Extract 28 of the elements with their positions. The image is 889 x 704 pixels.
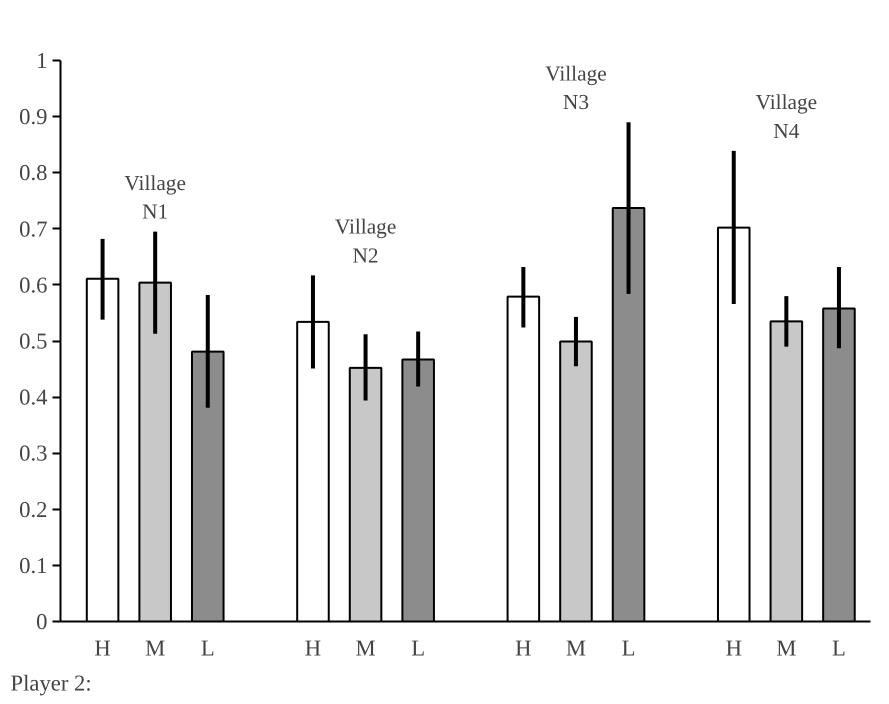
y-tick-label: 0.5: [19, 328, 48, 354]
x-tick-label: L: [411, 636, 426, 660]
annotation: Village N2: [334, 214, 396, 268]
y-tick-label: 0.3: [19, 440, 48, 466]
y-tick-label: 1: [36, 48, 48, 73]
x-tick-label: L: [622, 636, 636, 660]
x-axis-title: Player 2:: [10, 670, 92, 696]
annotation: Village N3: [545, 61, 607, 114]
x-tick-label: L: [200, 636, 215, 660]
y-tick-label: 0.6: [19, 272, 48, 298]
x-tick-label: M: [145, 636, 166, 660]
y-tick-label: 0.8: [19, 160, 48, 186]
y-tick-label: 0.4: [19, 384, 48, 410]
y-tick-label: 0: [36, 609, 48, 634]
x-tick-label: H: [304, 636, 322, 660]
x-tick-label: H: [726, 636, 742, 660]
x-tick-label: M: [776, 636, 796, 660]
y-tick-label: 0.7: [19, 216, 48, 242]
annotation: Village N4: [756, 90, 818, 143]
y-tick-label: 0.2: [19, 496, 48, 522]
annotation: Village N1: [124, 170, 186, 224]
x-tick-label: M: [355, 636, 376, 660]
x-tick-label: L: [832, 636, 846, 660]
y-tick-label: 0.9: [19, 104, 48, 130]
x-tick-label: H: [94, 636, 111, 660]
x-tick-label: M: [566, 636, 586, 660]
y-tick-label: 0.1: [19, 552, 48, 578]
x-tick-label: H: [515, 636, 532, 660]
